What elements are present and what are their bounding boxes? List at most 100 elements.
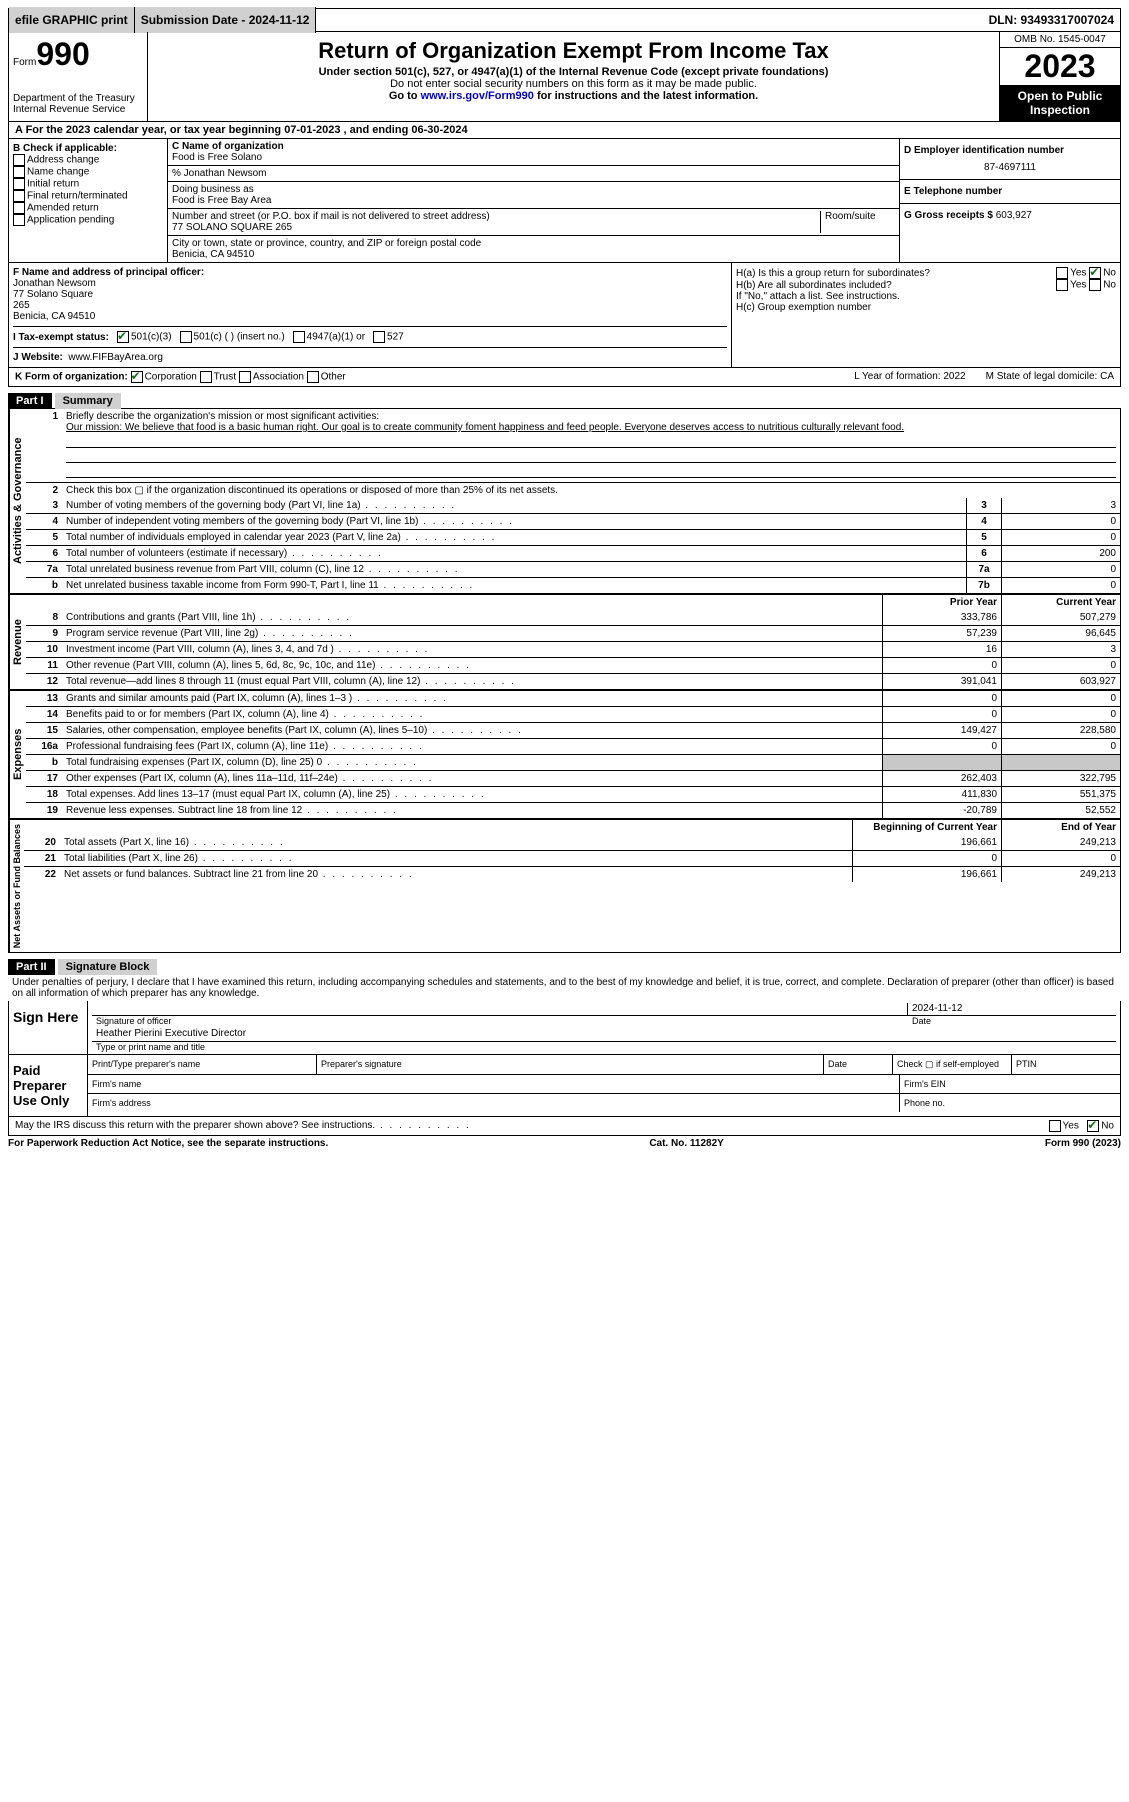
check-self: Check ▢ if self-employed [893, 1055, 1012, 1074]
checkbox-icon[interactable] [1089, 279, 1101, 291]
table-row: 12Total revenue—add lines 8 through 11 (… [26, 673, 1120, 689]
hdr-curr: Current Year [1001, 595, 1120, 610]
checkbox-icon[interactable] [180, 331, 192, 343]
i-row: I Tax-exempt status: 501(c)(3) 501(c) ( … [13, 326, 727, 343]
ptin-label: PTIN [1012, 1055, 1120, 1074]
date-label: Date [908, 1016, 1116, 1026]
col-c: C Name of organization Food is Free Sola… [168, 139, 899, 262]
hb-note: If "No," attach a list. See instructions… [736, 291, 1116, 302]
checkbox-icon[interactable] [13, 178, 25, 190]
prep-name-label: Print/Type preparer's name [88, 1055, 317, 1074]
submission-date: Submission Date - 2024-11-12 [135, 7, 317, 33]
col-b: B Check if applicable: Address change Na… [9, 139, 168, 262]
sig-officer-line [92, 1003, 907, 1016]
checkbox-icon[interactable] [13, 214, 25, 226]
checkbox-icon[interactable] [373, 331, 385, 343]
b-opt: Application pending [13, 214, 163, 226]
block-fh: F Name and address of principal officer:… [8, 263, 1121, 368]
checkbox-icon[interactable] [1089, 267, 1101, 279]
table-row: 5Total number of individuals employed in… [26, 529, 1120, 545]
ag-lines: 1 Briefly describe the organization's mi… [26, 409, 1120, 593]
checkbox-icon[interactable] [200, 371, 212, 383]
omb: OMB No. 1545-0047 [1000, 32, 1120, 48]
ein: 87-4697111 [904, 162, 1116, 173]
checkbox-icon[interactable] [1056, 267, 1068, 279]
sig-name: Heather Pierini Executive Director [92, 1026, 1116, 1042]
line2-desc: Check this box ▢ if the organization dis… [62, 483, 1120, 498]
checkbox-icon[interactable] [307, 371, 319, 383]
b-opt: Name change [13, 166, 163, 178]
paid-preparer-row: Paid Preparer Use Only Print/Type prepar… [9, 1054, 1120, 1116]
checkbox-icon[interactable] [13, 190, 25, 202]
dept: Department of the Treasury Internal Reve… [13, 93, 143, 115]
table-row: 13Grants and similar amounts paid (Part … [26, 691, 1120, 706]
i-opt: 527 [373, 331, 404, 343]
checkbox-icon[interactable] [1049, 1120, 1061, 1132]
sig-type-label: Type or print name and title [92, 1042, 1116, 1052]
city-label: City or town, state or province, country… [172, 238, 895, 249]
part-i-header: Part I [8, 393, 52, 409]
g-label: G Gross receipts $ [904, 210, 993, 221]
exp-lines: 13Grants and similar amounts paid (Part … [26, 691, 1120, 818]
footer: For Paperwork Reduction Act Notice, see … [8, 1138, 1121, 1149]
hb-row: H(b) Are all subordinates included? Yes … [736, 279, 1116, 291]
b-opt: Amended return [13, 202, 163, 214]
form-number: 990 [36, 36, 89, 72]
i-opt: 501(c) ( ) (insert no.) [180, 331, 285, 343]
f-label: F Name and address of principal officer: [13, 267, 727, 278]
website: www.FIFBayArea.org [68, 352, 162, 363]
table-row: 4Number of independent voting members of… [26, 513, 1120, 529]
g-cell: G Gross receipts $ 603,927 [900, 203, 1120, 227]
table-row: bNet unrelated business taxable income f… [26, 577, 1120, 593]
officer-name: Jonathan Newsom [13, 278, 727, 289]
col-de: D Employer identification number 87-4697… [899, 139, 1120, 262]
c-label: C Name of organization [172, 141, 895, 152]
section-a: A For the 2023 calendar year, or tax yea… [8, 122, 1121, 139]
side-exp: Expenses [9, 691, 26, 818]
line-2: 2 Check this box ▢ if the organization d… [26, 482, 1120, 498]
checkbox-icon[interactable] [239, 371, 251, 383]
ssn-note: Do not enter social security numbers on … [152, 78, 995, 90]
table-row: 8Contributions and grants (Part VIII, li… [26, 610, 1120, 625]
b-opt: Initial return [13, 178, 163, 190]
table-row: 3Number of voting members of the governi… [26, 498, 1120, 513]
part-ii-title: Signature Block [58, 959, 158, 975]
prep-sig-label: Preparer's signature [317, 1055, 824, 1074]
irs-link[interactable]: www.irs.gov/Form990 [421, 90, 534, 102]
firm-addr-label: Firm's address [88, 1094, 900, 1112]
signature-block: Sign Here 2024-11-12 Signature of office… [8, 1001, 1121, 1136]
checkbox-icon[interactable] [1056, 279, 1068, 291]
i-opt: 4947(a)(1) or [293, 331, 365, 343]
table-row: 18Total expenses. Add lines 13–17 (must … [26, 786, 1120, 802]
block-bcde: B Check if applicable: Address change Na… [8, 139, 1121, 263]
hdr-beg: Beginning of Current Year [852, 820, 1001, 835]
e-label: E Telephone number [904, 186, 1116, 197]
checkbox-icon[interactable] [13, 202, 25, 214]
table-row: 17Other expenses (Part IX, column (A), l… [26, 770, 1120, 786]
form-number-block: Form990 Department of the Treasury Inter… [9, 32, 148, 121]
checkbox-icon[interactable] [13, 154, 25, 166]
ag-section: Activities & Governance 1 Briefly descri… [9, 409, 1120, 593]
side-ag: Activities & Governance [9, 409, 26, 593]
phone-label: Phone no. [900, 1094, 1120, 1112]
prep-date-label: Date [824, 1055, 893, 1074]
form-ref: Form 990 (2023) [1045, 1138, 1121, 1149]
line-klm: K Form of organization: Corporation Trus… [8, 368, 1121, 387]
sig-date: 2024-11-12 [907, 1003, 1116, 1016]
firm-name-label: Firm's name [88, 1075, 900, 1093]
j-label: J Website: [13, 352, 63, 363]
table-row: 14Benefits paid to or for members (Part … [26, 706, 1120, 722]
room-label: Room/suite [820, 211, 895, 233]
b-label: B Check if applicable: [13, 143, 163, 154]
table-row: 16aProfessional fundraising fees (Part I… [26, 738, 1120, 754]
year-block: OMB No. 1545-0047 2023 Open to Public In… [999, 32, 1120, 121]
checkbox-icon[interactable] [117, 331, 129, 343]
checkbox-icon[interactable] [131, 371, 143, 383]
city-cell: City or town, state or province, country… [168, 236, 899, 262]
city: Benicia, CA 94510 [172, 249, 895, 260]
checkbox-icon[interactable] [1087, 1120, 1099, 1132]
checkbox-icon[interactable] [13, 166, 25, 178]
perjury: Under penalties of perjury, I declare th… [8, 975, 1121, 1001]
form-header: Form990 Department of the Treasury Inter… [8, 32, 1121, 122]
checkbox-icon[interactable] [293, 331, 305, 343]
